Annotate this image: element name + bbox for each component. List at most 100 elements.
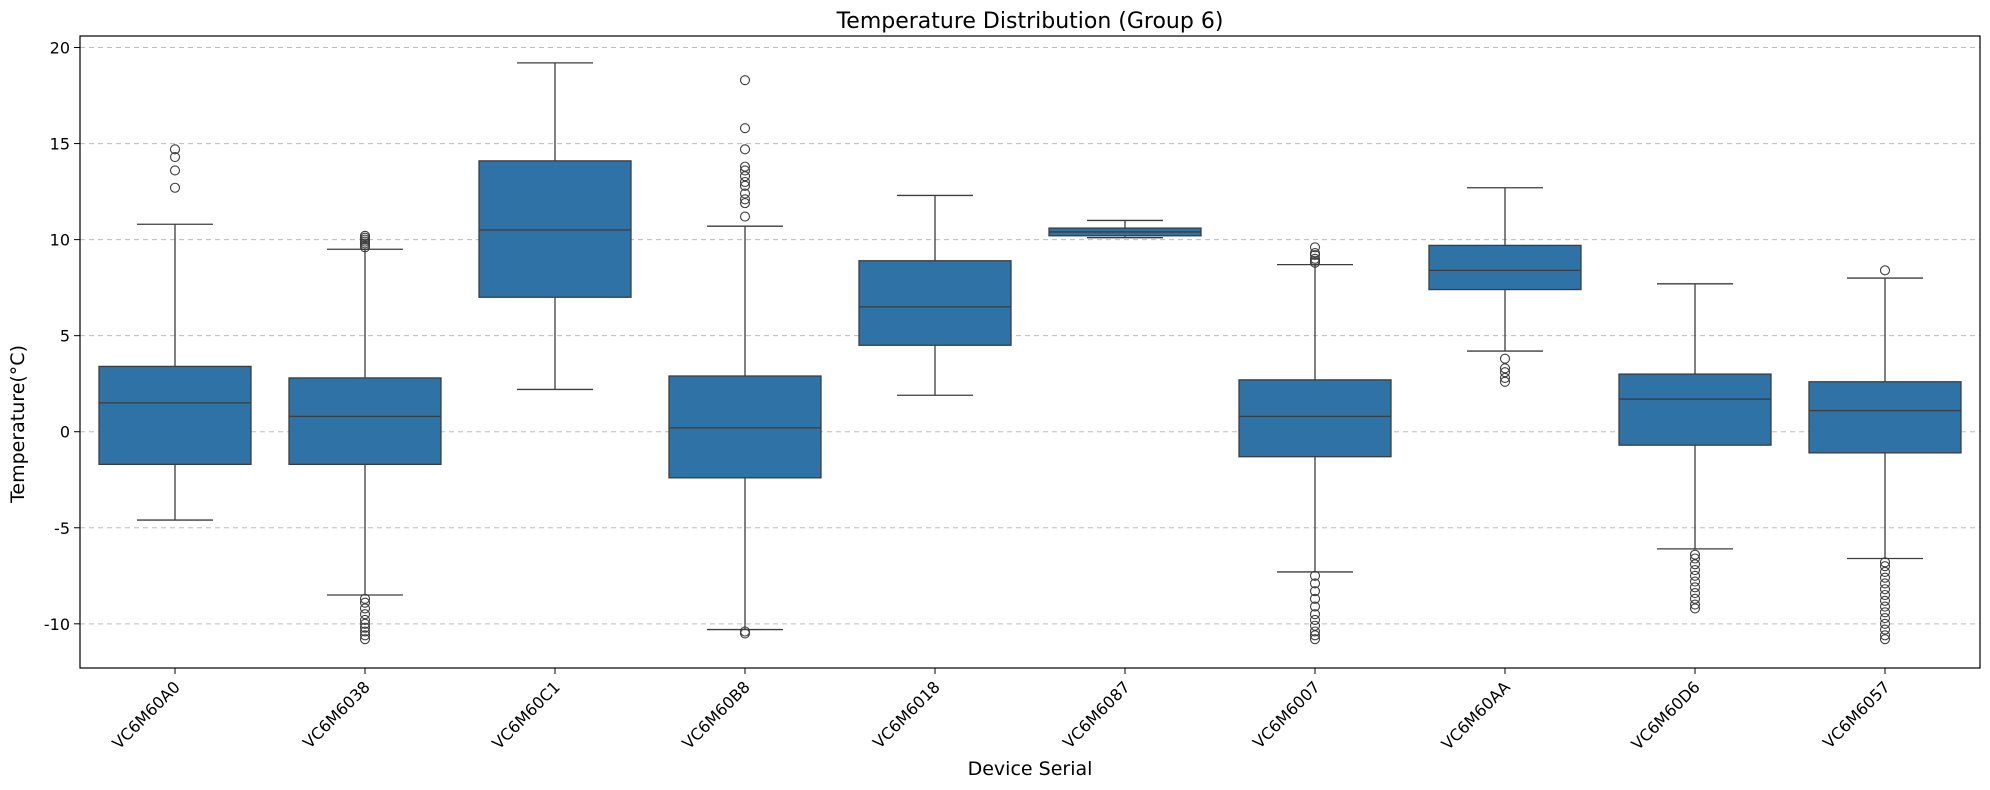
outlier-point (359, 622, 371, 633)
outlier-point (1309, 609, 1321, 620)
outlier-point (1309, 593, 1321, 604)
outlier-point (1499, 367, 1511, 378)
y-tick-label: 15 (50, 135, 70, 154)
outlier-point (1879, 607, 1891, 618)
outlier-point (739, 176, 751, 188)
iqr-box (1428, 244, 1582, 291)
y-gridlines (80, 47, 1980, 625)
outlier-point (1689, 570, 1701, 581)
box-group (668, 75, 822, 639)
iqr-box (668, 375, 822, 479)
outlier-point (739, 161, 751, 172)
outlier-point (1879, 557, 1891, 568)
outlier-point (1879, 618, 1891, 629)
box-series (98, 62, 1962, 645)
outlier-point (359, 609, 371, 620)
iqr-box (1808, 381, 1962, 454)
outlier-point (1879, 561, 1891, 572)
outlier-point (1879, 624, 1891, 635)
outlier-point (359, 634, 371, 645)
iqr-box (1618, 373, 1772, 446)
x-tick-label: VC6M6057 (1819, 677, 1894, 752)
outlier-point (739, 194, 751, 205)
outlier-point (1309, 248, 1321, 259)
x-tick-label: VC6M60A0 (108, 677, 183, 752)
y-tick-label: 20 (50, 39, 70, 58)
x-tick-label: VC6M6087 (1059, 677, 1134, 752)
outlier-point (739, 75, 751, 86)
outlier-point (739, 171, 751, 182)
outlier-point (1689, 593, 1701, 604)
outlier-point (1879, 601, 1891, 612)
outlier-point (359, 618, 371, 629)
outlier-point (739, 123, 751, 134)
y-tick-label: 0 (60, 423, 70, 442)
box-group (858, 194, 1012, 396)
outlier-point (1309, 570, 1321, 581)
outlier-point (1879, 572, 1891, 583)
x-tick-label: VC6M60C1 (488, 677, 564, 753)
x-tick-label: VC6M6038 (299, 677, 374, 752)
outlier-point (169, 144, 181, 155)
outlier-point (1309, 242, 1321, 253)
outlier-point (1689, 564, 1701, 576)
outlier-point (1879, 589, 1891, 601)
outlier-point (359, 630, 371, 641)
outlier-point (1309, 586, 1321, 597)
outlier-point (1879, 265, 1891, 276)
y-tick-label: -5 (54, 519, 70, 538)
x-axis: VC6M60A0 VC6M6038 VC6M60C1 VC6M60B8 VC6M6018… (108, 668, 1894, 754)
outlier-point (1879, 566, 1891, 578)
outlier-point (1499, 376, 1511, 387)
outlier-point (1689, 599, 1701, 610)
x-axis-label: Device Serial (968, 758, 1093, 780)
outlier-point (1309, 601, 1321, 612)
outlier-point (1499, 363, 1511, 374)
iqr-box (98, 365, 252, 466)
outlier-point (1879, 584, 1891, 595)
outlier-point (1879, 595, 1891, 606)
outlier-point (359, 626, 371, 637)
outlier-point (1689, 603, 1701, 614)
y-axis-label: Temperature(°C) (7, 345, 29, 504)
outlier-point (1879, 634, 1891, 645)
y-tick-label: 10 (50, 231, 70, 250)
outlier-point (359, 597, 371, 608)
chart-title: Temperature Distribution (Group 6) (836, 9, 1224, 34)
outlier-point (1309, 614, 1321, 626)
plot-frame (79, 35, 1981, 669)
outlier-point (1689, 553, 1701, 564)
box-group (1618, 283, 1772, 614)
outlier-point (1879, 630, 1891, 641)
outlier-point (739, 188, 751, 199)
outlier-point (1309, 253, 1321, 264)
box-group (288, 230, 442, 645)
outlier-point (169, 151, 181, 163)
outlier-point (1689, 549, 1701, 560)
outlier-point (739, 628, 751, 639)
outlier-point (1499, 353, 1511, 364)
outlier-point (739, 211, 751, 222)
x-tick-label: VC6M60B8 (678, 677, 753, 752)
outlier-point (1309, 620, 1321, 631)
iqr-box (288, 377, 442, 466)
outlier-point (359, 593, 371, 604)
iqr-box (858, 260, 1012, 346)
iqr-box (478, 160, 632, 298)
y-axis: -10 -5 0 5 10 15 20 (44, 39, 80, 634)
x-tick-label: VC6M60AA (1438, 677, 1514, 753)
y-tick-label: 5 (60, 327, 70, 346)
outlier-point (1689, 588, 1701, 599)
outlier-point (169, 182, 181, 193)
box-group (1808, 265, 1962, 645)
box-group (1428, 187, 1582, 387)
y-tick-label: -10 (44, 615, 70, 634)
outlier-point (739, 626, 751, 637)
outlier-point (1689, 582, 1701, 593)
outlier-point (739, 165, 751, 176)
x-tick-label: VC6M6007 (1249, 677, 1324, 752)
box-group (98, 144, 252, 521)
outlier-point (1309, 634, 1321, 645)
outlier-point (1309, 578, 1321, 589)
